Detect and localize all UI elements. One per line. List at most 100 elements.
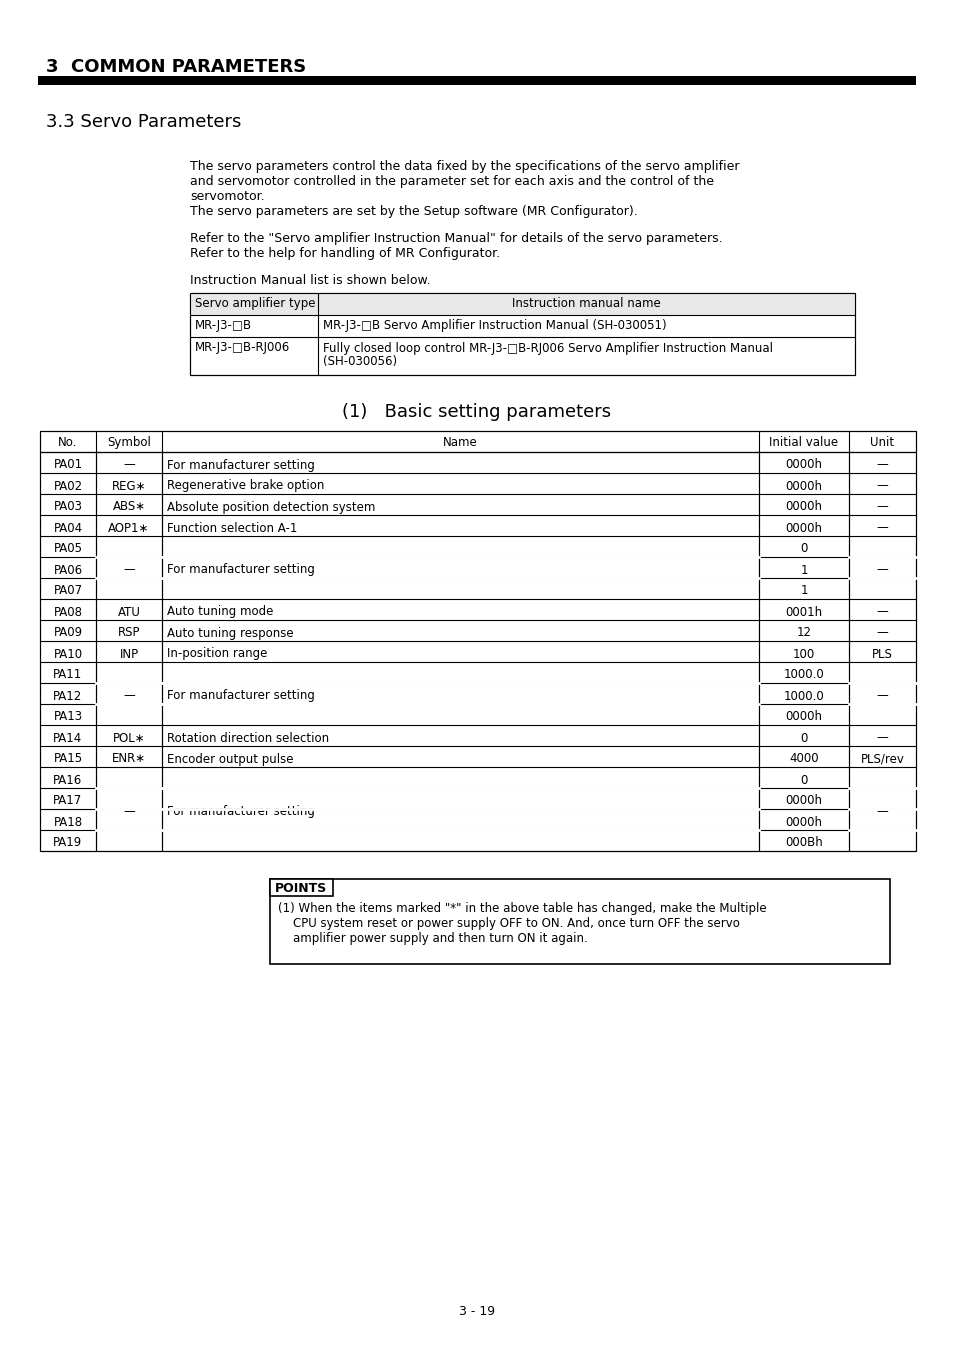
Text: Rotation direction selection: Rotation direction selection <box>167 732 329 744</box>
Text: INP: INP <box>119 648 138 660</box>
Text: PA07: PA07 <box>53 585 83 598</box>
Text: PA18: PA18 <box>53 815 83 829</box>
Text: (SH-030056): (SH-030056) <box>323 355 396 369</box>
Text: PA14: PA14 <box>53 732 83 744</box>
Text: 1: 1 <box>800 585 807 598</box>
Text: 4000: 4000 <box>788 752 818 765</box>
Text: (1)   Basic setting parameters: (1) Basic setting parameters <box>342 404 611 421</box>
Text: 0: 0 <box>800 543 807 555</box>
Text: 0000h: 0000h <box>784 501 821 513</box>
Text: 0000h: 0000h <box>784 815 821 829</box>
Text: 3  COMMON PARAMETERS: 3 COMMON PARAMETERS <box>46 58 306 76</box>
Text: PA04: PA04 <box>53 521 83 535</box>
Text: Regenerative brake option: Regenerative brake option <box>167 479 324 493</box>
Text: PA12: PA12 <box>53 690 83 702</box>
Text: PA01: PA01 <box>53 459 83 471</box>
Text: The servo parameters control the data fixed by the specifications of the servo a: The servo parameters control the data fi… <box>190 161 739 173</box>
Text: 1000.0: 1000.0 <box>782 690 823 702</box>
Text: Encoder output pulse: Encoder output pulse <box>167 752 294 765</box>
Text: PA02: PA02 <box>53 479 83 493</box>
Text: REG∗: REG∗ <box>112 479 146 493</box>
Text: RSP: RSP <box>117 626 140 640</box>
Text: Unit: Unit <box>869 436 894 450</box>
Text: ENR∗: ENR∗ <box>112 752 146 765</box>
Text: PA11: PA11 <box>53 668 83 682</box>
Text: 12: 12 <box>796 626 811 640</box>
Text: 1: 1 <box>800 563 807 576</box>
Text: ATU: ATU <box>117 606 140 618</box>
Text: (1) When the items marked "*" in the above table has changed, make the Multiple: (1) When the items marked "*" in the abo… <box>277 902 766 915</box>
Text: PA19: PA19 <box>53 837 83 849</box>
Text: —: — <box>123 805 134 818</box>
Text: —: — <box>876 459 887 471</box>
Text: POL∗: POL∗ <box>112 732 145 744</box>
Text: Instruction Manual list is shown below.: Instruction Manual list is shown below. <box>190 274 430 288</box>
Text: —: — <box>876 501 887 513</box>
Text: MR-J3-□B-RJ006: MR-J3-□B-RJ006 <box>194 342 290 354</box>
Text: PA09: PA09 <box>53 626 83 640</box>
Bar <box>270 879 889 964</box>
Text: —: — <box>123 690 134 702</box>
Text: 0000h: 0000h <box>784 710 821 724</box>
Text: Auto tuning response: Auto tuning response <box>167 626 294 640</box>
Text: 100: 100 <box>792 648 814 660</box>
Text: Initial value: Initial value <box>769 436 838 450</box>
Text: Refer to the help for handling of MR Configurator.: Refer to the help for handling of MR Con… <box>190 247 499 261</box>
Text: Name: Name <box>442 436 477 450</box>
Text: —: — <box>876 626 887 640</box>
Text: 3 - 19: 3 - 19 <box>458 1305 495 1318</box>
Bar <box>190 293 854 315</box>
Text: No.: No. <box>58 436 77 450</box>
Text: Function selection A-1: Function selection A-1 <box>167 521 297 535</box>
Text: Symbol: Symbol <box>107 436 151 450</box>
Text: —: — <box>876 732 887 744</box>
Text: —: — <box>876 805 887 818</box>
Text: Auto tuning mode: Auto tuning mode <box>167 606 274 618</box>
Bar <box>190 293 854 375</box>
Text: For manufacturer setting: For manufacturer setting <box>167 459 314 471</box>
Text: servomotor.: servomotor. <box>190 190 264 202</box>
Text: —: — <box>123 459 134 471</box>
Text: —: — <box>123 563 134 576</box>
Text: PA05: PA05 <box>53 543 82 555</box>
Text: In-position range: In-position range <box>167 648 267 660</box>
Text: 1000.0: 1000.0 <box>782 668 823 682</box>
Text: Servo amplifier type: Servo amplifier type <box>194 297 315 310</box>
Text: CPU system reset or power supply OFF to ON. And, once turn OFF the servo: CPU system reset or power supply OFF to … <box>277 917 740 930</box>
Text: 0000h: 0000h <box>784 795 821 807</box>
Text: Fully closed loop control MR-J3-□B-RJ006 Servo Amplifier Instruction Manual: Fully closed loop control MR-J3-□B-RJ006… <box>323 342 772 355</box>
Text: PA03: PA03 <box>53 501 82 513</box>
Text: MR-J3-□B: MR-J3-□B <box>194 319 252 332</box>
Text: AOP1∗: AOP1∗ <box>109 521 150 535</box>
Text: ABS∗: ABS∗ <box>112 501 146 513</box>
Text: For manufacturer setting: For manufacturer setting <box>167 563 314 576</box>
Text: —: — <box>876 563 887 576</box>
Text: For manufacturer setting: For manufacturer setting <box>167 690 314 702</box>
Text: MR-J3-□B Servo Amplifier Instruction Manual (SH-030051): MR-J3-□B Servo Amplifier Instruction Man… <box>323 319 666 332</box>
Text: 0: 0 <box>800 774 807 787</box>
Text: —: — <box>876 479 887 493</box>
Text: 0000h: 0000h <box>784 479 821 493</box>
Text: PLS/rev: PLS/rev <box>860 752 903 765</box>
Text: —: — <box>876 606 887 618</box>
Text: 0000h: 0000h <box>784 459 821 471</box>
Text: The servo parameters are set by the Setup software (MR Configurator).: The servo parameters are set by the Setu… <box>190 205 638 217</box>
Text: Absolute position detection system: Absolute position detection system <box>167 501 375 513</box>
Text: 0001h: 0001h <box>784 606 821 618</box>
Text: amplifier power supply and then turn ON it again.: amplifier power supply and then turn ON … <box>277 931 587 945</box>
Text: PA13: PA13 <box>53 710 83 724</box>
Text: For manufacturer setting: For manufacturer setting <box>167 805 314 818</box>
Text: Instruction manual name: Instruction manual name <box>511 297 659 310</box>
Text: 0: 0 <box>800 732 807 744</box>
Bar <box>38 76 915 85</box>
Text: PLS: PLS <box>871 648 892 660</box>
Text: and servomotor controlled in the parameter set for each axis and the control of : and servomotor controlled in the paramet… <box>190 176 713 188</box>
Bar <box>40 431 915 452</box>
Text: Refer to the "Servo amplifier Instruction Manual" for details of the servo param: Refer to the "Servo amplifier Instructio… <box>190 232 721 244</box>
Text: PA17: PA17 <box>53 795 83 807</box>
Bar <box>270 879 333 896</box>
Text: —: — <box>876 521 887 535</box>
Text: 000Bh: 000Bh <box>784 837 822 849</box>
Text: PA10: PA10 <box>53 648 83 660</box>
Text: —: — <box>876 690 887 702</box>
